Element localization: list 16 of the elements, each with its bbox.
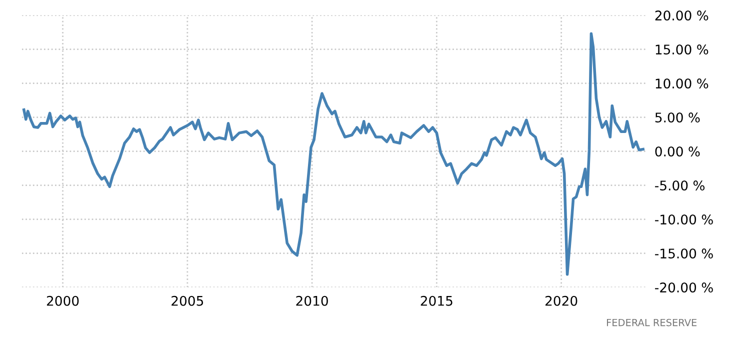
y-tick-label: -15.00 % (655, 248, 713, 258)
y-tick-label: 0.00 % (655, 146, 700, 156)
x-tick-label: 2005 (172, 296, 204, 306)
y-tick-label: -20.00 % (655, 282, 713, 292)
line-series (22, 32, 644, 276)
x-tick-label: 2015 (420, 296, 452, 306)
y-tick-label: 5.00 % (655, 112, 700, 122)
x-tick-label: 2010 (296, 296, 328, 306)
y-tick-label: -5.00 % (655, 180, 705, 190)
y-tick-label: 15.00 % (656, 44, 708, 54)
x-tick-label: 2000 (46, 296, 79, 306)
y-tick-label: -10.00 % (655, 214, 713, 224)
text: FEDERAL RESERVE (606, 318, 697, 326)
y-tick-label: 10.00 % (656, 78, 708, 88)
x-tick-label: 2020 (545, 296, 578, 306)
y-tick-label: 20.00 % (655, 10, 708, 20)
